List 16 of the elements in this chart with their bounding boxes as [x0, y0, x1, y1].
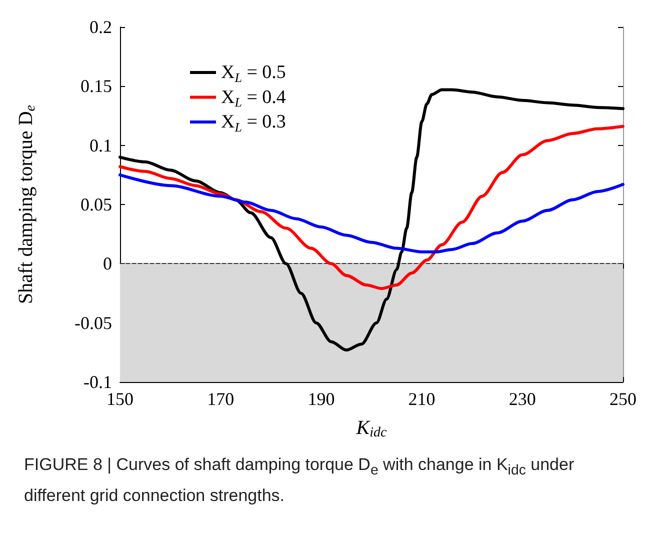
y-tick-label: 0.05 [80, 194, 112, 214]
x-tick-label: 210 [408, 389, 436, 409]
x-tick-label: 250 [610, 389, 636, 409]
x-tick-label: 150 [106, 389, 134, 409]
y-axis-title: Shaft damping torque De [15, 105, 38, 304]
y-tick-label: 0.15 [80, 76, 112, 96]
x-tick-label: 190 [308, 389, 335, 409]
y-tick-label: 0.2 [90, 17, 112, 37]
x-tick-label: 170 [207, 389, 234, 409]
y-tick-label: -0.05 [74, 312, 112, 333]
y-tick-label: 0.1 [90, 135, 112, 156]
line-series [118, 173, 624, 254]
x-tick-label: 230 [508, 389, 536, 409]
y-tick-label: 0 [103, 254, 112, 274]
y-tick-label: -0.1 [84, 372, 112, 392]
text: FIGURE 8 | Curves of shaft damping torque D$_{e}$ with change in K$_{idc}$ under different grid connection strengths. [24, 455, 574, 506]
